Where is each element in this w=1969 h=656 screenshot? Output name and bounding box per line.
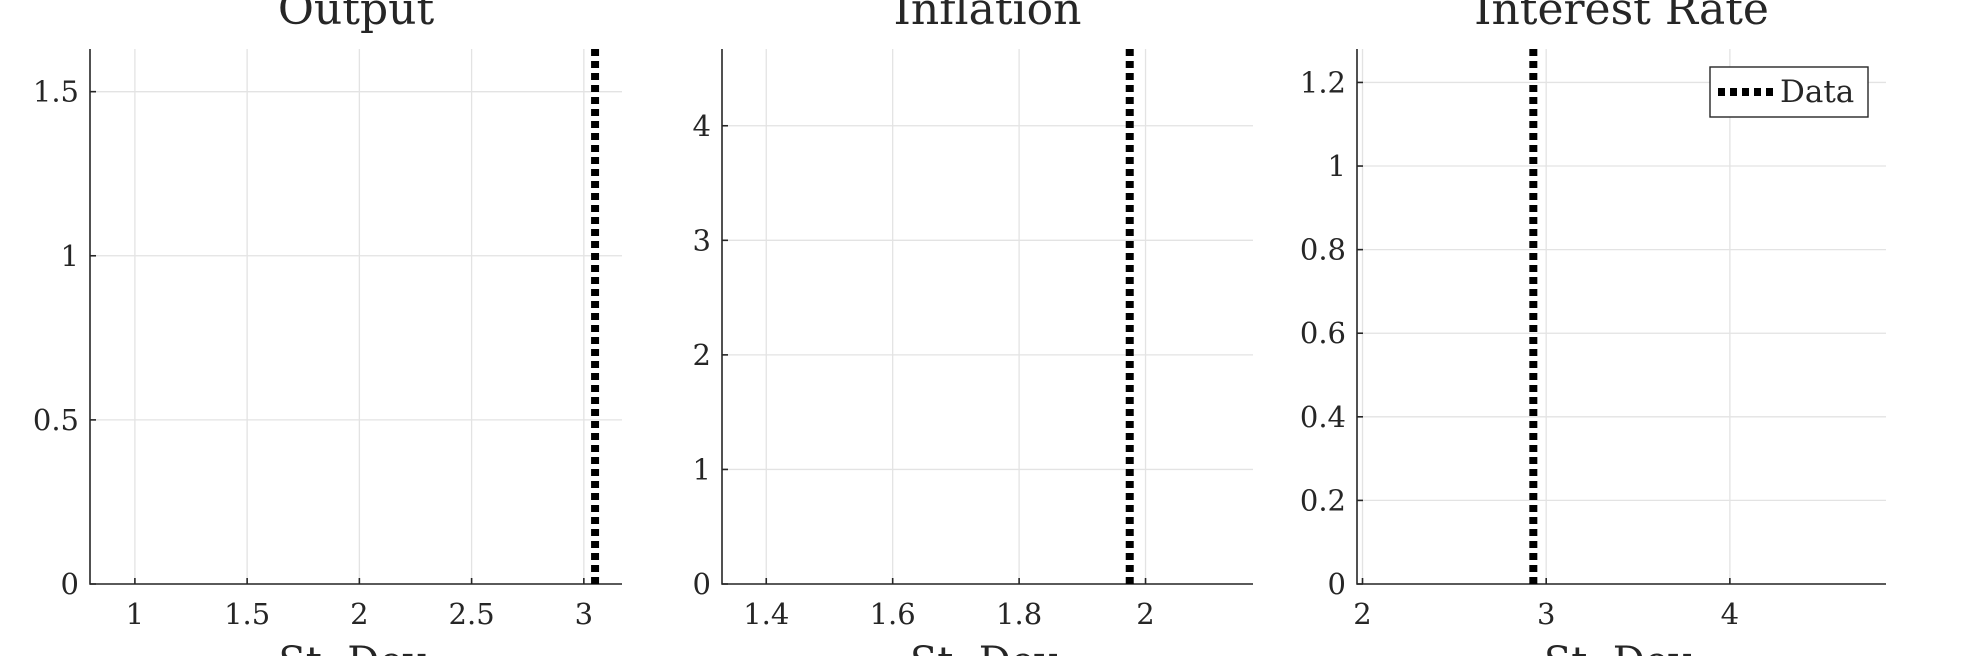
x-tick-label: 2 — [350, 597, 368, 631]
x-axis-label: St. Dev. — [910, 639, 1065, 656]
y-tick-label: 0.8 — [1300, 233, 1346, 267]
axes-frame — [89, 49, 622, 585]
x-tick-label: 4 — [1721, 597, 1739, 631]
axes-frame — [721, 49, 1253, 585]
x-tick-label: 3 — [1537, 597, 1555, 631]
x-tick-label: 3 — [575, 597, 593, 631]
chart-title: Inflation — [894, 0, 1082, 35]
x-tick-label: 2 — [1136, 597, 1154, 631]
y-tick-label: 1 — [693, 452, 711, 486]
y-tick-label: 4 — [693, 109, 711, 143]
y-tick-label: 0 — [1328, 567, 1346, 601]
y-tick-label: 0.4 — [1300, 400, 1346, 434]
x-axis-label: St. Dev. — [278, 639, 433, 656]
y-tick-label: 2 — [693, 338, 711, 372]
chart-title: Output — [278, 0, 435, 35]
y-tick-label: 1 — [1328, 149, 1346, 183]
x-tick-label: 1 — [126, 597, 144, 631]
y-tick-label: 3 — [693, 223, 711, 257]
y-tick-label: 1.5 — [33, 75, 79, 109]
x-tick-label: 1.6 — [870, 597, 916, 631]
chart-panel-1: 1 1.5 2 2.5 3 0 0.5 1 1.5 Output St. Dev. — [33, 0, 622, 656]
x-tick-label: 2.5 — [449, 597, 495, 631]
x-tick-label: 1.5 — [224, 597, 270, 631]
x-tick-label: 2 — [1353, 597, 1371, 631]
legend-entry-label: Data — [1780, 74, 1854, 110]
legend: Data — [1709, 66, 1869, 118]
y-tick-label: 0.2 — [1300, 483, 1346, 517]
x-tick-label: 1.4 — [743, 597, 789, 631]
x-tick-label: 1.8 — [996, 597, 1042, 631]
chart-panel-3: 2 3 4 0 0.2 0.4 0.6 0.8 1 1.2 Interest Rate St. Dev… — [1300, 0, 1886, 656]
axes-frame — [1356, 49, 1886, 585]
y-tick-label: 0 — [693, 567, 711, 601]
y-tick-label: 0.5 — [33, 403, 79, 437]
y-tick-label: 1 — [61, 239, 79, 273]
y-tick-label: 1.2 — [1300, 65, 1346, 99]
x-axis-label: St. Dev. — [1544, 639, 1699, 656]
chart-panel-2: 1.4 1.6 1.8 2 0 1 2 3 4 Inflation St. Dev. — [693, 0, 1253, 656]
chart-title: Interest Rate — [1474, 0, 1769, 35]
y-tick-label: 0 — [61, 567, 79, 601]
y-tick-label: 0.6 — [1300, 316, 1346, 350]
